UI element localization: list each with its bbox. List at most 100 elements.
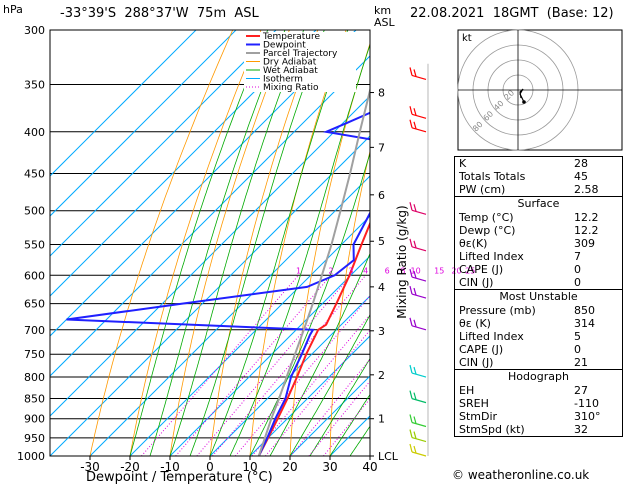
hodograph-row: StmDir 310° bbox=[455, 410, 622, 423]
wind-barb-flag bbox=[413, 270, 417, 279]
isotherm-line bbox=[169, 255, 370, 456]
wet-adiabat-line bbox=[149, 30, 286, 456]
km-tick-label: 7 bbox=[378, 141, 385, 154]
mixing-ratio-line bbox=[234, 294, 370, 456]
most-unstable-title: Most Unstable bbox=[499, 290, 578, 303]
isotherm-line bbox=[50, 30, 317, 297]
mixing-ratio-label: 2 bbox=[328, 266, 333, 275]
km-tick-label: 1 bbox=[378, 413, 385, 426]
hodograph-value: 310° bbox=[574, 410, 601, 423]
legend-entry: Wet Adiabat bbox=[263, 66, 318, 76]
index-value: 28 bbox=[574, 157, 588, 170]
surface-row: Lifted Index 7 bbox=[455, 250, 622, 263]
wind-barb-flag bbox=[413, 366, 417, 375]
wind-barb-flag bbox=[409, 390, 413, 399]
isotherm-line bbox=[50, 30, 237, 217]
surface-row: θε(K) 309 bbox=[455, 237, 622, 250]
hodograph-label: StmSpd (kt) bbox=[459, 423, 525, 436]
wet-adiabat-line bbox=[329, 393, 370, 456]
x-tick-label: 40 bbox=[362, 460, 377, 474]
surface-value: 7 bbox=[574, 250, 581, 263]
pressure-tick-label: 800 bbox=[24, 371, 45, 384]
most-unstable-row: Pressure (mb) 850 bbox=[455, 304, 622, 317]
surface-label: Lifted Index bbox=[459, 250, 524, 263]
mixing-ratio-line bbox=[265, 329, 370, 456]
wind-barb-flag bbox=[413, 431, 417, 439]
isotherm-line bbox=[50, 135, 370, 456]
dry-adiabat-line bbox=[409, 30, 460, 456]
surface-row: CIN (J) 0 bbox=[455, 276, 622, 289]
most-unstable-row: CAPE (J) 0 bbox=[455, 343, 622, 356]
wind-barb bbox=[409, 443, 427, 457]
mixing-ratio-label: 15 bbox=[434, 266, 444, 275]
mixing-ratio-label: 10 bbox=[411, 266, 421, 275]
wind-barb bbox=[409, 390, 427, 404]
surface-row: CAPE (J) 0 bbox=[455, 263, 622, 276]
hodograph-label: StmDir bbox=[459, 410, 498, 423]
most-unstable-value: 850 bbox=[574, 304, 595, 317]
wind-barb-flag bbox=[409, 443, 413, 453]
mixing-ratio-axis-label: Mixing Ratio (g/kg) bbox=[395, 205, 409, 319]
wind-barb-flag bbox=[413, 392, 417, 400]
mixing-ratio-line bbox=[196, 274, 352, 456]
wind-barb bbox=[409, 119, 427, 133]
indices-table: K 28 Totals Totals 45 PW (cm) 2.58 Surface Te… bbox=[454, 156, 623, 437]
km-tick-label: 4 bbox=[378, 281, 385, 294]
legend-entry: Temperature bbox=[262, 32, 320, 42]
pressure-tick-label: 1000 bbox=[17, 450, 45, 463]
index-value: 45 bbox=[574, 170, 588, 183]
hodograph-unit-label: kt bbox=[462, 33, 472, 44]
x-tick-label: -20 bbox=[120, 460, 140, 474]
wind-barb-flag bbox=[413, 319, 417, 327]
index-label: K bbox=[459, 157, 467, 170]
wind-barb bbox=[409, 364, 427, 378]
wind-barb-flag bbox=[409, 238, 413, 247]
mixing-ratio-line bbox=[290, 358, 370, 456]
wet-adiabat-line bbox=[209, 30, 349, 456]
index-row: K 28 bbox=[455, 157, 622, 170]
legend-entry: Dewpoint bbox=[263, 41, 306, 51]
x-tick-label: 0 bbox=[206, 460, 214, 474]
pressure-tick-label: 350 bbox=[24, 79, 45, 92]
wind-barb bbox=[409, 202, 427, 215]
x-tick-label: 20 bbox=[282, 460, 297, 474]
wind-barb-flag bbox=[409, 202, 413, 211]
wind-barb bbox=[409, 238, 427, 252]
wet-adiabat-line bbox=[269, 252, 370, 456]
surface-label: Temp (°C) bbox=[459, 211, 514, 224]
most-unstable-row: θε (K) 314 bbox=[455, 317, 622, 330]
wind-barb bbox=[409, 268, 427, 282]
hodograph-trace bbox=[519, 88, 525, 103]
dry-adiabat-line bbox=[129, 30, 262, 456]
temperature-line bbox=[257, 221, 370, 456]
mixing-ratio-line bbox=[175, 274, 332, 456]
hodograph-table-title: Hodograph bbox=[508, 370, 569, 383]
dry-adiabat-line bbox=[249, 30, 347, 456]
surface-title: Surface bbox=[517, 197, 560, 210]
dry-adiabat-line bbox=[329, 149, 370, 456]
surface-value: 12.2 bbox=[574, 211, 599, 224]
dry-adiabat-line bbox=[89, 30, 234, 456]
isotherm-line bbox=[209, 295, 370, 456]
hodograph-row: StmSpd (kt) 32 bbox=[455, 423, 622, 436]
wind-barb bbox=[409, 414, 427, 428]
wind-barb-flag bbox=[409, 429, 413, 438]
wind-barb bbox=[409, 317, 427, 331]
isotherm-line bbox=[89, 175, 370, 456]
km-tick-label: 2 bbox=[378, 369, 385, 382]
x-tick-label: -30 bbox=[80, 460, 100, 474]
pressure-tick-label: 450 bbox=[24, 167, 45, 180]
x-axis-label: Dewpoint / Temperature (°C) bbox=[86, 470, 273, 485]
dry-adiabat-line bbox=[169, 30, 290, 456]
wind-barb-staff bbox=[411, 421, 427, 428]
index-row: Totals Totals 45 bbox=[455, 170, 622, 183]
pressure-tick-label: 850 bbox=[24, 392, 45, 405]
hpa-unit-label: hPa bbox=[3, 3, 23, 16]
most-unstable-label: θε (K) bbox=[459, 317, 491, 330]
hodograph-storm-motion bbox=[522, 100, 526, 104]
wind-barb-flag bbox=[413, 69, 417, 77]
most-unstable-row: CIN (J) 21 bbox=[455, 356, 622, 369]
isotherm-line bbox=[129, 215, 370, 456]
wind-barb-flag bbox=[413, 416, 417, 424]
datetime-title: 22.08.2021 18GMT (Base: 12) bbox=[410, 6, 614, 21]
